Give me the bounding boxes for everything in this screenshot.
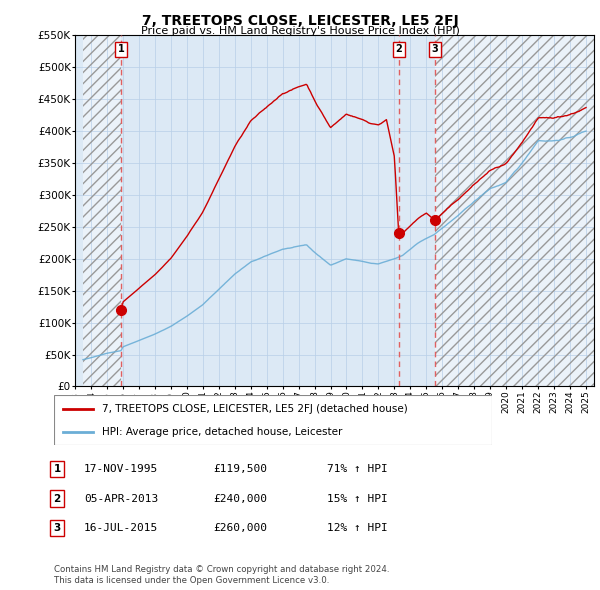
Text: 7, TREETOPS CLOSE, LEICESTER, LE5 2FJ: 7, TREETOPS CLOSE, LEICESTER, LE5 2FJ [142,14,458,28]
Text: 71% ↑ HPI: 71% ↑ HPI [327,464,388,474]
Text: 1: 1 [118,44,124,54]
Text: £260,000: £260,000 [213,523,267,533]
Text: 1: 1 [53,464,61,474]
Text: 15% ↑ HPI: 15% ↑ HPI [327,494,388,503]
Text: 7, TREETOPS CLOSE, LEICESTER, LE5 2FJ (detached house): 7, TREETOPS CLOSE, LEICESTER, LE5 2FJ (d… [102,404,408,414]
Text: 16-JUL-2015: 16-JUL-2015 [84,523,158,533]
Text: 05-APR-2013: 05-APR-2013 [84,494,158,503]
Text: £240,000: £240,000 [213,494,267,503]
FancyBboxPatch shape [54,395,492,445]
Text: Contains HM Land Registry data © Crown copyright and database right 2024.
This d: Contains HM Land Registry data © Crown c… [54,565,389,585]
Text: 2: 2 [53,494,61,503]
Text: 3: 3 [431,44,439,54]
Text: 3: 3 [53,523,61,533]
Text: 2: 2 [395,44,402,54]
Text: Price paid vs. HM Land Registry's House Price Index (HPI): Price paid vs. HM Land Registry's House … [140,26,460,36]
Text: 17-NOV-1995: 17-NOV-1995 [84,464,158,474]
Text: HPI: Average price, detached house, Leicester: HPI: Average price, detached house, Leic… [102,427,343,437]
Text: 12% ↑ HPI: 12% ↑ HPI [327,523,388,533]
Text: £119,500: £119,500 [213,464,267,474]
